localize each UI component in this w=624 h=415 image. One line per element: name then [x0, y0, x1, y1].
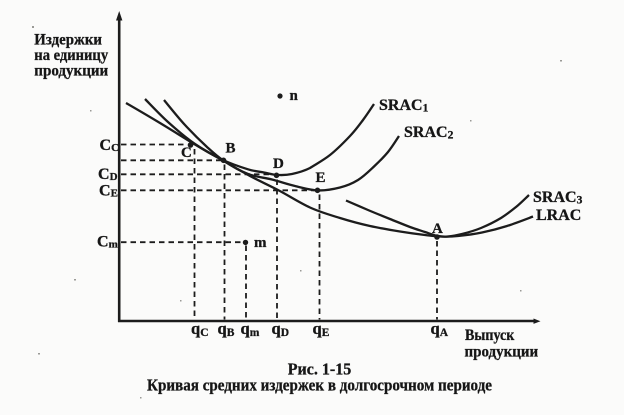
svg-text:на единицу: на единицу: [34, 47, 108, 64]
svg-text:CC: CC: [100, 137, 120, 154]
svg-text:SRAC2: SRAC2: [404, 124, 454, 142]
svg-text:A: A: [432, 221, 443, 237]
svg-text:SRAC3: SRAC3: [533, 189, 583, 207]
svg-text:продукции: продукции: [34, 63, 108, 80]
svg-text:продукции: продукции: [465, 343, 539, 360]
svg-text:E: E: [316, 170, 326, 186]
svg-text:n: n: [290, 88, 299, 104]
svg-text:CE: CE: [99, 182, 118, 199]
svg-text:Рис. 1-15: Рис. 1-15: [288, 359, 352, 378]
svg-text:Cm: Cm: [97, 233, 118, 250]
svg-text:Выпуск: Выпуск: [465, 327, 514, 344]
svg-text:m: m: [254, 235, 267, 251]
svg-text:SRAC1: SRAC1: [379, 97, 429, 115]
svg-text:CD: CD: [98, 166, 118, 183]
svg-text:LRAC: LRAC: [536, 207, 581, 224]
svg-text:B: B: [226, 140, 236, 156]
svg-text:D: D: [273, 156, 284, 172]
svg-text:Издержки: Издержки: [34, 32, 102, 49]
svg-text:Кривая средних издержек в долг: Кривая средних издержек в долгосрочном п…: [147, 375, 492, 394]
svg-text:C: C: [181, 145, 192, 161]
